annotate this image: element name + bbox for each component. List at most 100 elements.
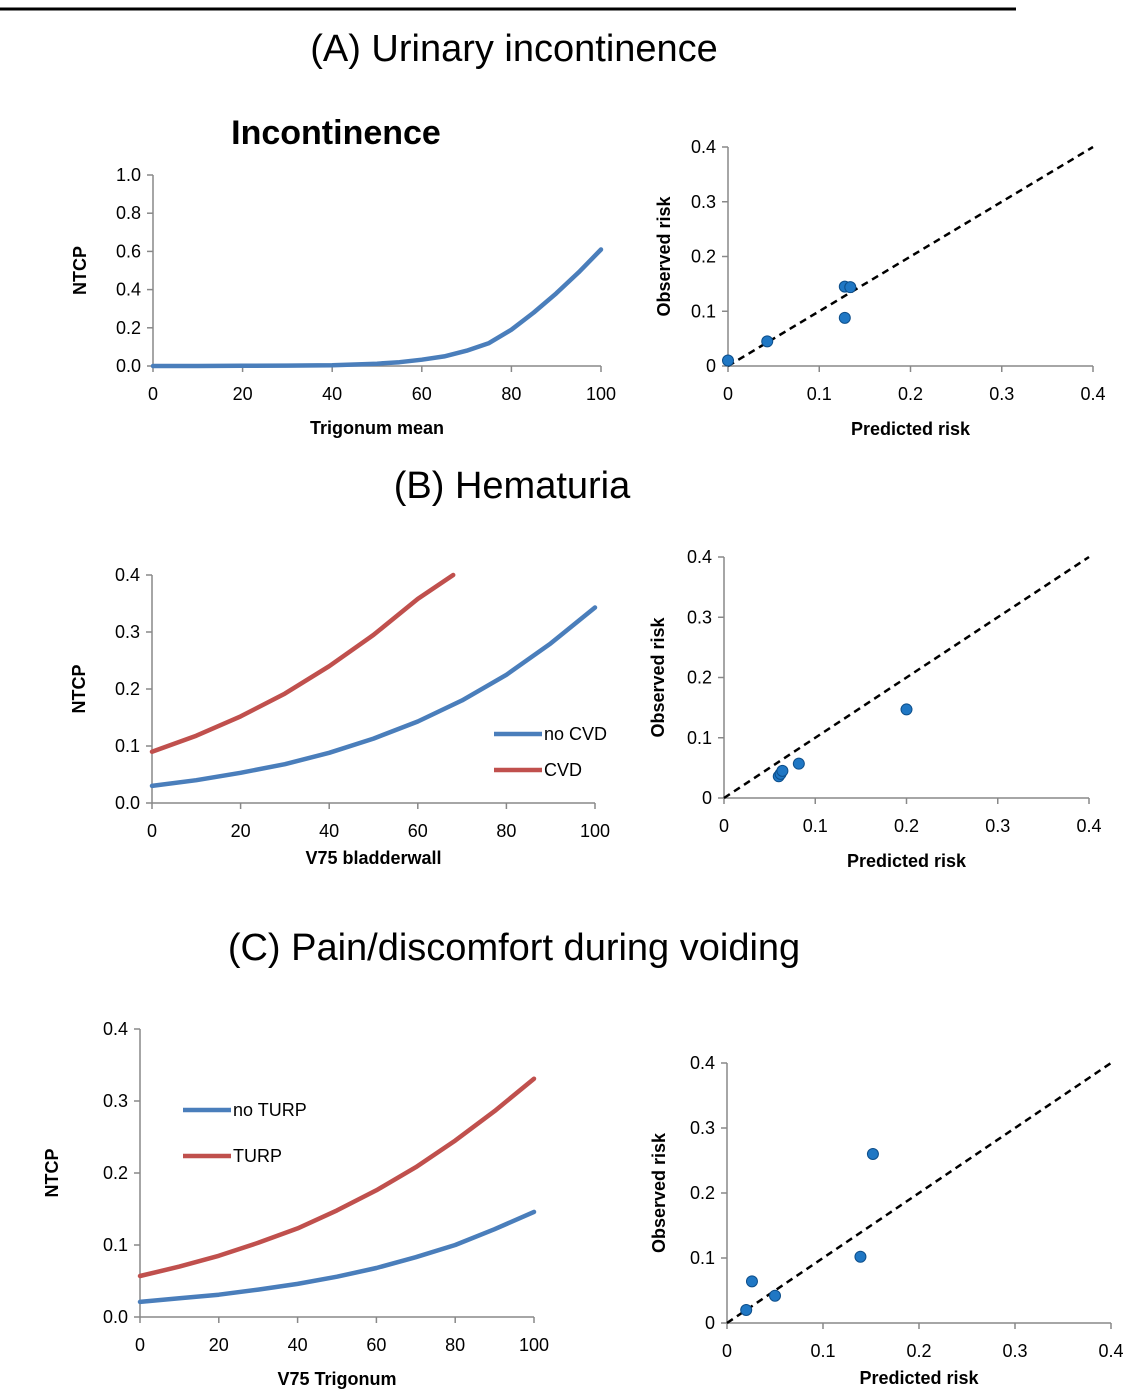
- legend-label: no TURP: [233, 1100, 307, 1120]
- y-axis-title: Observed risk: [654, 195, 674, 316]
- data-point: [854, 1250, 867, 1263]
- chart-pain-calibration: 0 0.1 0.2 0.3 0.4 0 0.1 0.2 0.3 0.4 Predicted risk…: [649, 1053, 1124, 1388]
- data-point: [776, 764, 789, 777]
- x-tick-label: 0.3: [1002, 1341, 1027, 1361]
- y-tick-label: 0: [702, 788, 712, 808]
- y-tick-label: 0.2: [690, 1183, 715, 1203]
- y-tick-label: 0.3: [691, 192, 716, 212]
- x-tick-label: 0.2: [898, 384, 923, 404]
- y-tick-label: 0.4: [690, 1053, 715, 1073]
- identity-line: [723, 555, 1090, 800]
- data-point: [761, 335, 774, 348]
- x-tick-label: 20: [209, 1335, 229, 1355]
- x-tick-label: 0.4: [1076, 816, 1101, 836]
- series-line: [150, 247, 604, 369]
- x-axis-title: V75 bladderwall: [305, 848, 441, 868]
- y-tick-label: 0: [706, 356, 716, 376]
- data-point: [769, 1289, 781, 1302]
- data-point: [740, 1304, 753, 1316]
- x-tick-label: 0.4: [1080, 384, 1105, 404]
- x-tick-label: 0: [148, 384, 158, 404]
- data-point: [838, 311, 851, 324]
- y-tick-label: 0.4: [103, 1019, 128, 1039]
- x-axis-title: V75 Trigonum: [277, 1369, 396, 1389]
- x-tick-label: 0.3: [985, 816, 1010, 836]
- section-title-c: (C) Pain/discomfort during voiding: [228, 927, 800, 969]
- x-tick-label: 0.1: [807, 384, 832, 404]
- data-point: [722, 354, 734, 367]
- x-tick-label: 100: [519, 1335, 549, 1355]
- chart-hematuria-calibration: 0 0.1 0.2 0.3 0.4 0 0.1 0.2 0.3 0.4 Predicted risk…: [648, 547, 1102, 871]
- series-line: [137, 1209, 537, 1305]
- y-axis-title: NTCP: [42, 1149, 62, 1198]
- y-tick-label: 0.4: [116, 280, 141, 300]
- y-tick-label: 0.1: [687, 728, 712, 748]
- y-tick-label: 0.1: [115, 736, 140, 756]
- y-tick-label: 1.0: [116, 165, 141, 185]
- y-axis-title: NTCP: [69, 665, 89, 714]
- chart-title-incontinence: Incontinence: [231, 114, 441, 152]
- x-tick-label: 0.1: [810, 1341, 835, 1361]
- chart-pain-ntcp: 0.0 0.1 0.2 0.3 0.4 0 20 40 60 80 100 V75 Trigonum N…: [42, 1019, 549, 1389]
- x-axis-title: Predicted risk: [859, 1368, 979, 1388]
- legend-label: CVD: [544, 760, 582, 780]
- x-tick-label: 80: [496, 821, 516, 841]
- data-point: [792, 757, 805, 770]
- y-tick-label: 0.1: [103, 1235, 128, 1255]
- y-tick-label: 0.2: [103, 1163, 128, 1183]
- y-tick-label: 0.3: [115, 622, 140, 642]
- x-tick-label: 0: [147, 821, 157, 841]
- x-tick-label: 60: [366, 1335, 386, 1355]
- x-tick-label: 0.4: [1098, 1341, 1123, 1361]
- x-tick-label: 100: [580, 821, 610, 841]
- y-tick-label: 0: [705, 1313, 715, 1333]
- y-tick-label: 0.2: [115, 679, 140, 699]
- x-tick-label: 0: [723, 384, 733, 404]
- x-tick-label: 60: [412, 384, 432, 404]
- x-tick-label: 0.1: [803, 816, 828, 836]
- y-tick-label: 0.8: [116, 203, 141, 223]
- x-tick-label: 0.3: [989, 384, 1014, 404]
- section-title-b: (B) Hematuria: [394, 465, 631, 507]
- x-tick-label: 20: [231, 821, 251, 841]
- x-axis-title: Predicted risk: [847, 851, 967, 871]
- y-tick-label: 0.0: [115, 793, 140, 813]
- y-axis-title: Observed risk: [648, 616, 668, 737]
- identity-line: [727, 145, 1094, 368]
- y-tick-label: 0.6: [116, 241, 141, 261]
- x-axis-title: Predicted risk: [851, 419, 971, 439]
- chart-hematuria-ntcp: 0.0 0.1 0.2 0.3 0.4 0 20 40 60 80 100 V75 bladderwa…: [69, 565, 610, 868]
- y-tick-label: 0.4: [115, 565, 140, 585]
- y-tick-label: 0.0: [116, 356, 141, 376]
- section-title-a: (A) Urinary incontinence: [310, 28, 718, 70]
- x-tick-label: 0: [719, 816, 729, 836]
- chart-incontinence-ntcp: 0.0 0.2 0.4 0.6 0.8 1.0 0 20 40 60 80 100 Trigonum m…: [70, 165, 616, 438]
- x-tick-label: 40: [322, 384, 342, 404]
- x-tick-label: 60: [408, 821, 428, 841]
- identity-line: [726, 1061, 1112, 1325]
- x-tick-label: 20: [233, 384, 253, 404]
- y-tick-label: 0.4: [691, 137, 716, 157]
- x-tick-label: 80: [501, 384, 521, 404]
- y-tick-label: 0.0: [103, 1307, 128, 1327]
- data-point: [900, 703, 913, 716]
- data-point: [866, 1148, 879, 1160]
- data-point: [844, 281, 857, 294]
- series-line: [149, 605, 598, 789]
- series-line: [137, 1076, 537, 1279]
- chart-incontinence-calibration: 0 0.1 0.2 0.3 0.4 0 0.1 0.2 0.3 0.4 Predicted risk…: [654, 137, 1106, 439]
- x-tick-label: 80: [445, 1335, 465, 1355]
- data-point: [745, 1275, 758, 1288]
- y-tick-label: 0.4: [687, 547, 712, 567]
- x-tick-label: 40: [288, 1335, 308, 1355]
- x-tick-label: 0: [722, 1341, 732, 1361]
- x-tick-label: 40: [319, 821, 339, 841]
- y-tick-label: 0.3: [687, 607, 712, 627]
- legend-label: TURP: [233, 1146, 282, 1166]
- y-axis-title: Observed risk: [649, 1132, 669, 1253]
- series-line: [149, 572, 456, 754]
- y-tick-label: 0.2: [687, 668, 712, 688]
- y-tick-label: 0.1: [690, 1248, 715, 1268]
- legend-label: no CVD: [544, 724, 607, 744]
